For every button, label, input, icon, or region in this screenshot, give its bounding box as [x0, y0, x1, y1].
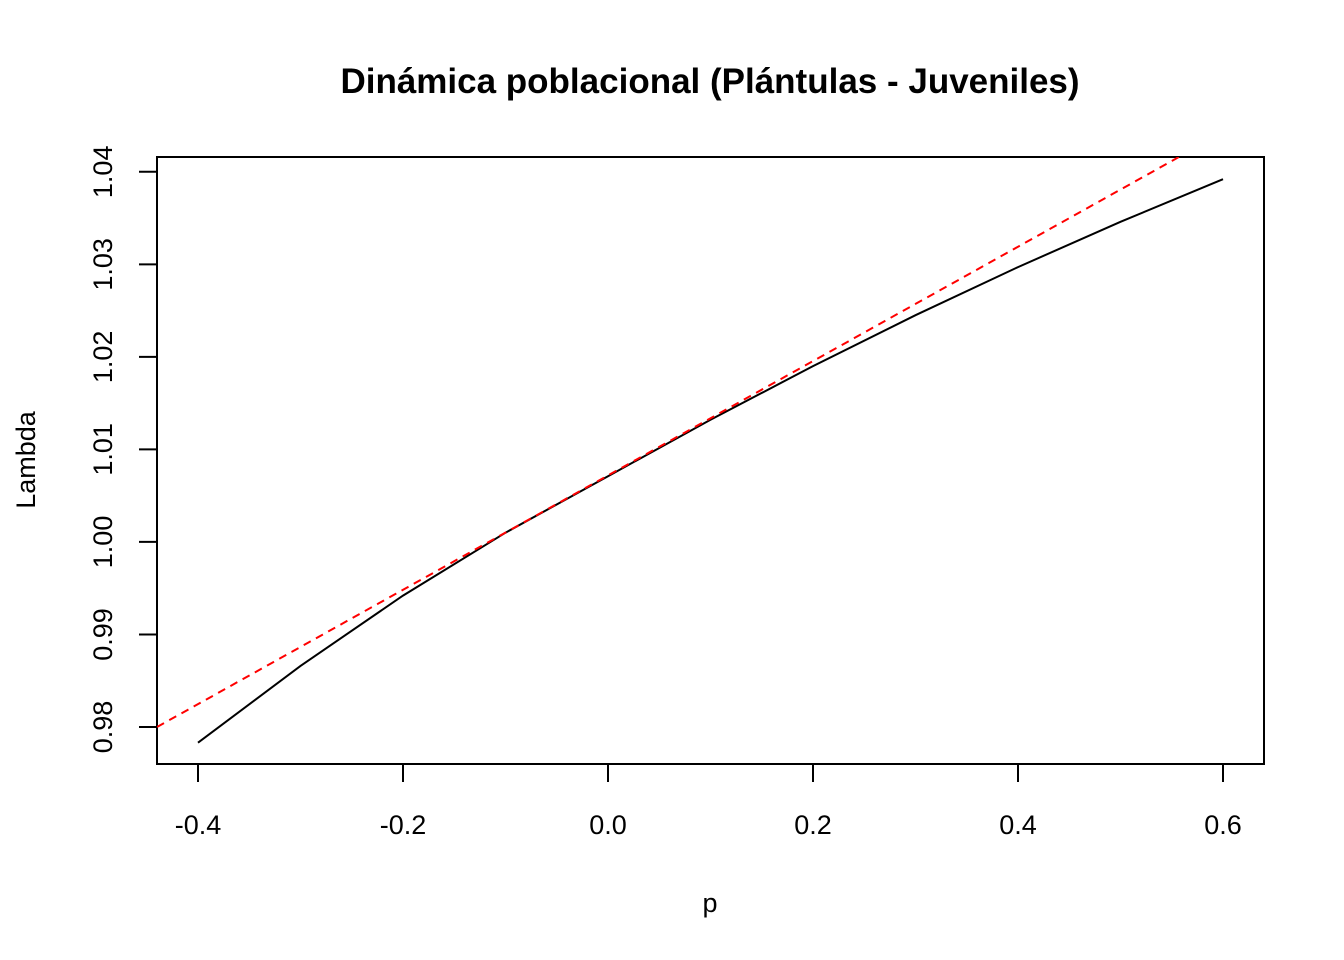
y-tick-label: 0.98	[88, 701, 118, 754]
series-layer	[157, 157, 1224, 744]
x-tick-label: 0.4	[999, 810, 1037, 840]
y-tick-label: 1.03	[88, 238, 118, 291]
y-tick-label: 1.04	[88, 146, 118, 199]
x-tick-label: -0.2	[380, 810, 427, 840]
y-tick-label: 1.02	[88, 331, 118, 384]
x-tick-label: 0.2	[794, 810, 832, 840]
x-axis-title: p	[702, 888, 717, 918]
series-line-dashed	[157, 157, 1180, 728]
x-tick-label: -0.4	[175, 810, 222, 840]
x-tick-label: 0.6	[1204, 810, 1242, 840]
series-line-solid	[197, 178, 1224, 744]
x-tick-label: 0.0	[589, 810, 627, 840]
chart-title: Dinámica poblacional (Plántulas - Juveni…	[340, 62, 1079, 101]
y-tick-label: 0.99	[88, 608, 118, 661]
y-tick-label: 1.01	[88, 423, 118, 476]
y-tick-label: 1.00	[88, 516, 118, 569]
y-axis-title: Lambda	[11, 410, 41, 509]
plot-frame	[156, 156, 1265, 765]
y-axis: 0.98 0.99 1.00 1.01 1.02 1.03 1.04	[88, 146, 158, 754]
x-axis: -0.4 -0.2 0.0 0.2 0.4 0.6	[175, 763, 1242, 840]
